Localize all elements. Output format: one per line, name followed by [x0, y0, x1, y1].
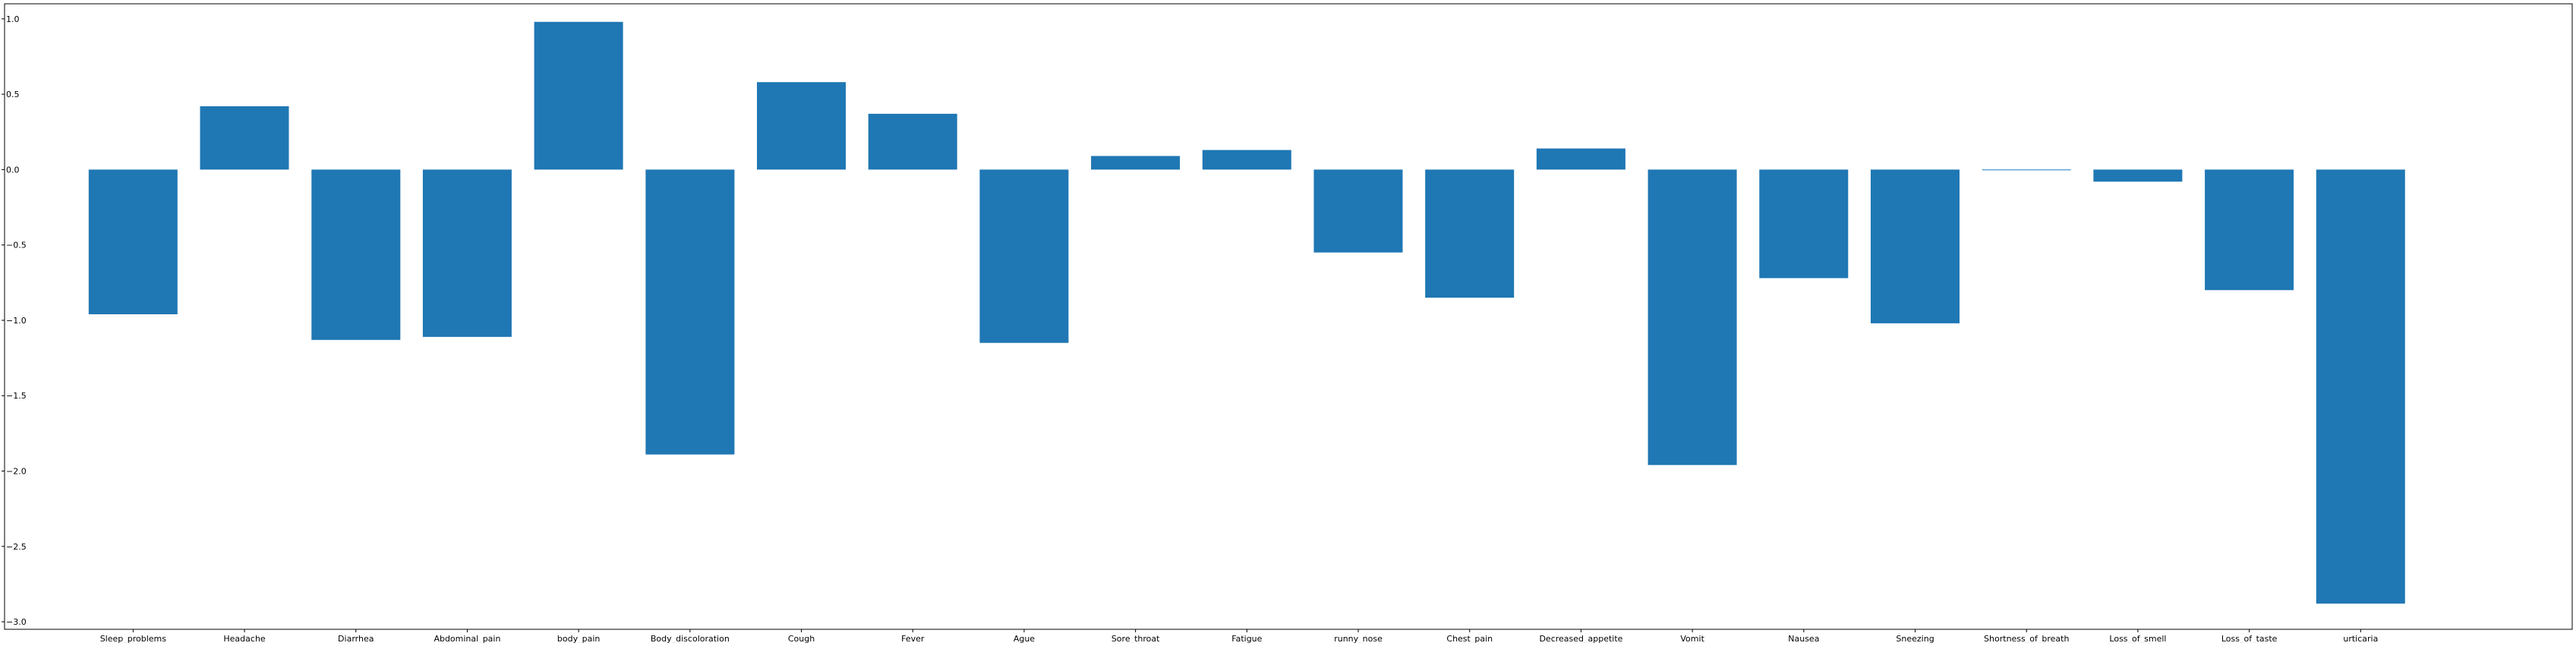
axes-layer: Sleep_problems Headache Diarrhea Abdominal_… — [2, 3, 2573, 644]
bar-body-pain — [534, 21, 623, 170]
x-tick-label: Headache — [223, 634, 266, 643]
x-tick-label: Chest_pain — [1446, 634, 1493, 643]
bar-chest-pain — [1425, 169, 1515, 298]
bar-abdominal-pain — [422, 169, 512, 337]
x-tick-label: Cough — [788, 634, 815, 643]
axes-frame — [4, 3, 2573, 630]
bar-vomit — [1647, 169, 1737, 465]
bar-sleep-problems — [88, 169, 178, 314]
x-tick-label: Ague — [1014, 634, 1035, 643]
x-tick-label: Abdominal_pain — [434, 634, 500, 643]
x-tick-label: Body_discoloration — [651, 634, 730, 643]
bar-decreased-appetite — [1536, 148, 1625, 170]
y-tick-label: −1.5 — [6, 391, 27, 401]
x-tick-label: runny_nose — [1334, 634, 1383, 643]
bar-diarrhea — [311, 169, 401, 340]
y-tick-label: −1.0 — [6, 316, 27, 326]
x-tick-label: Fatigue — [1231, 634, 1262, 643]
x-tick-label: Sneezing — [1896, 634, 1934, 643]
x-tick-label: Vomit — [1680, 634, 1704, 643]
bar-headache — [200, 106, 289, 170]
bar-body-discoloration — [645, 169, 735, 455]
x-tick-label: Shortness_of_breath — [1984, 634, 2069, 643]
x-tick-label: Sore_throat — [1111, 634, 1160, 643]
x-tick-label: Diarrhea — [338, 634, 374, 643]
y-tick-label: 0.0 — [6, 165, 20, 175]
x-tick-label: Sleep_problems — [100, 634, 167, 643]
bar-nausea — [1759, 169, 1849, 279]
y-tick-label: −3.0 — [6, 617, 27, 627]
x-tick-label: Decreased_appetite — [1539, 634, 1622, 643]
bar-sneezing — [1871, 169, 1960, 323]
y-tick-label: 0.5 — [6, 90, 20, 99]
bar-ague — [979, 169, 1069, 343]
y-tick-label: 1.0 — [6, 14, 20, 24]
x-tick-label: Loss_of_smell — [2109, 634, 2166, 643]
x-tick-label: Fever — [901, 634, 925, 643]
x-tick-label: Loss_of_taste — [2221, 634, 2278, 643]
x-tick-label: urticaria — [2343, 634, 2378, 643]
bar-urticaria — [2316, 169, 2405, 604]
bar-cough — [757, 82, 846, 170]
y-tick-label: −2.0 — [6, 467, 27, 477]
bar-fatigue — [1202, 150, 1291, 170]
y-tick-label: −2.5 — [6, 542, 27, 552]
y-tick-label: −0.5 — [6, 241, 27, 251]
bars-layer — [88, 21, 2405, 604]
bar-runny-nose — [1313, 169, 1403, 253]
bar-shortness-of-breath — [1982, 169, 2071, 171]
bar-loss-of-smell — [2093, 169, 2183, 182]
x-tick-label: body_pain — [557, 634, 600, 643]
x-tick-label: Nausea — [1788, 634, 1819, 643]
bar-loss-of-taste — [2205, 169, 2294, 291]
bar-fever — [868, 113, 957, 170]
bar-sore-throat — [1091, 156, 1181, 170]
